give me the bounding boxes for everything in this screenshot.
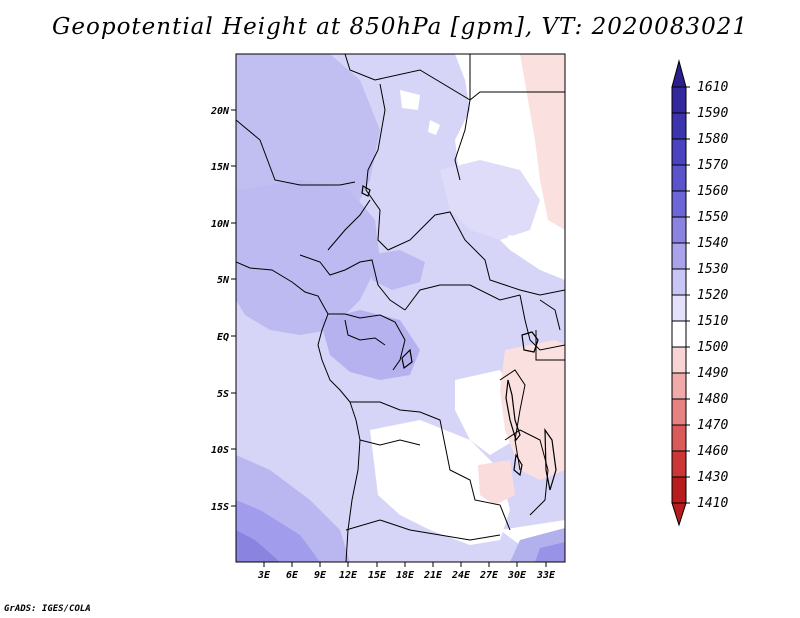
lat-tick-label: 5S [217, 389, 229, 400]
height-field [236, 54, 565, 562]
colorbar-segment [671, 190, 687, 218]
colorbar-segment [671, 268, 687, 296]
colorbar-label: 1430 [697, 470, 728, 485]
colorbar-segment [671, 138, 687, 166]
colorbar-segment [671, 86, 687, 114]
colorbar-label: 1570 [697, 158, 728, 173]
colorbar-segment [671, 476, 687, 504]
lat-tick-label: 15S [211, 502, 229, 513]
colorbar-bottom-arrow [671, 502, 687, 527]
colorbar-segment [671, 242, 687, 270]
lat-tick-label: 20N [210, 106, 230, 117]
lakes [361, 185, 557, 491]
lon-tick-label: 3E [257, 570, 271, 581]
colorbar-label: 1610 [697, 80, 728, 95]
lat-tick-label: EQ [217, 332, 229, 343]
lon-tick-label: 18E [396, 570, 415, 581]
colorbar-label: 1560 [697, 184, 728, 199]
colorbar-label: 1460 [697, 444, 728, 459]
colorbar-label: 1510 [697, 314, 728, 329]
colorbar-segment [671, 372, 687, 400]
colorbar-segment [671, 450, 687, 478]
colorbar-segment [671, 398, 687, 426]
lat-tick-label: 5N [217, 275, 230, 286]
lat-tick-label: 10N [211, 219, 230, 230]
colorbar-segment [671, 112, 687, 140]
colorbar-segment [671, 320, 687, 348]
colorbar-label: 1540 [697, 236, 728, 251]
colorbar-segment [671, 164, 687, 192]
lon-axis: 3E 6E 9E 12E 15E 18E 21E 24E 27E 30E 33E [257, 562, 556, 581]
lon-tick-label: 6E [286, 570, 299, 581]
grads-credit: GrADS: IGES/COLA [4, 604, 91, 614]
colorbar-label: 1480 [697, 392, 728, 407]
lat-tick-label: 10S [211, 445, 229, 456]
colorbar-top-arrow [671, 59, 687, 88]
colorbar-label: 1590 [697, 106, 728, 121]
colorbar-label: 1470 [697, 418, 728, 433]
colorbar-label: 1410 [697, 496, 728, 511]
lon-tick-label: 27E [479, 570, 499, 581]
lon-tick-label: 30E [507, 570, 527, 581]
lon-tick-label: 21E [423, 570, 443, 581]
lat-axis: 20N 15N 10N 5N EQ 5S 10S 15S [210, 106, 236, 513]
colorbar-label: 1550 [697, 210, 728, 225]
colorbar-segment [671, 294, 687, 322]
lon-tick-label: 15E [368, 570, 387, 581]
chart-title: Geopotential Height at 850hPa [gpm], VT:… [52, 14, 748, 40]
lon-tick-label: 9E [314, 570, 327, 581]
colorbar-segment [671, 216, 687, 244]
lon-tick-label: 33E [536, 570, 556, 581]
colorbar-segment [671, 424, 687, 452]
country-borders [236, 54, 565, 562]
map-frame [235, 53, 566, 563]
lon-tick-label: 24E [451, 570, 471, 581]
colorbar-label: 1500 [697, 340, 728, 355]
colorbar-label: 1490 [697, 366, 728, 381]
colorbar: 1610 1590 1580 1570 1560 1550 1540 1530 1520 1510… [671, 59, 728, 527]
lat-tick-label: 15N [211, 162, 230, 173]
colorbar-label: 1520 [697, 288, 728, 303]
colorbar-label: 1580 [697, 132, 728, 147]
colorbar-label: 1530 [697, 262, 728, 277]
lon-tick-label: 12E [339, 570, 358, 581]
colorbar-segment [671, 346, 687, 374]
